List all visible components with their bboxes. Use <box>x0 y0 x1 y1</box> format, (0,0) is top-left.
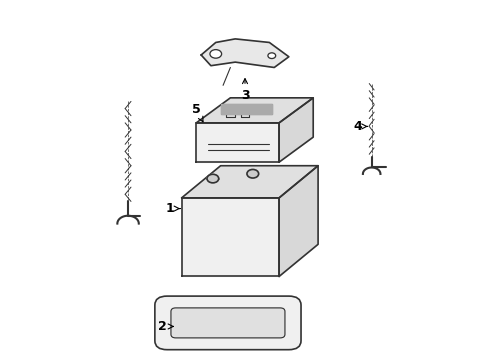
Polygon shape <box>196 123 279 162</box>
FancyBboxPatch shape <box>155 296 301 350</box>
Polygon shape <box>279 98 313 162</box>
Circle shape <box>268 53 276 59</box>
Text: 4: 4 <box>353 120 368 133</box>
Polygon shape <box>182 198 279 276</box>
FancyBboxPatch shape <box>171 308 285 338</box>
Circle shape <box>210 50 221 58</box>
Circle shape <box>207 174 219 183</box>
Circle shape <box>247 170 259 178</box>
Text: 1: 1 <box>166 202 180 215</box>
Text: 3: 3 <box>241 78 249 102</box>
Polygon shape <box>196 98 313 123</box>
Text: 2: 2 <box>158 320 173 333</box>
Text: 5: 5 <box>192 103 203 122</box>
Polygon shape <box>221 104 272 114</box>
Polygon shape <box>279 166 318 276</box>
Polygon shape <box>201 39 289 67</box>
Polygon shape <box>182 166 318 198</box>
